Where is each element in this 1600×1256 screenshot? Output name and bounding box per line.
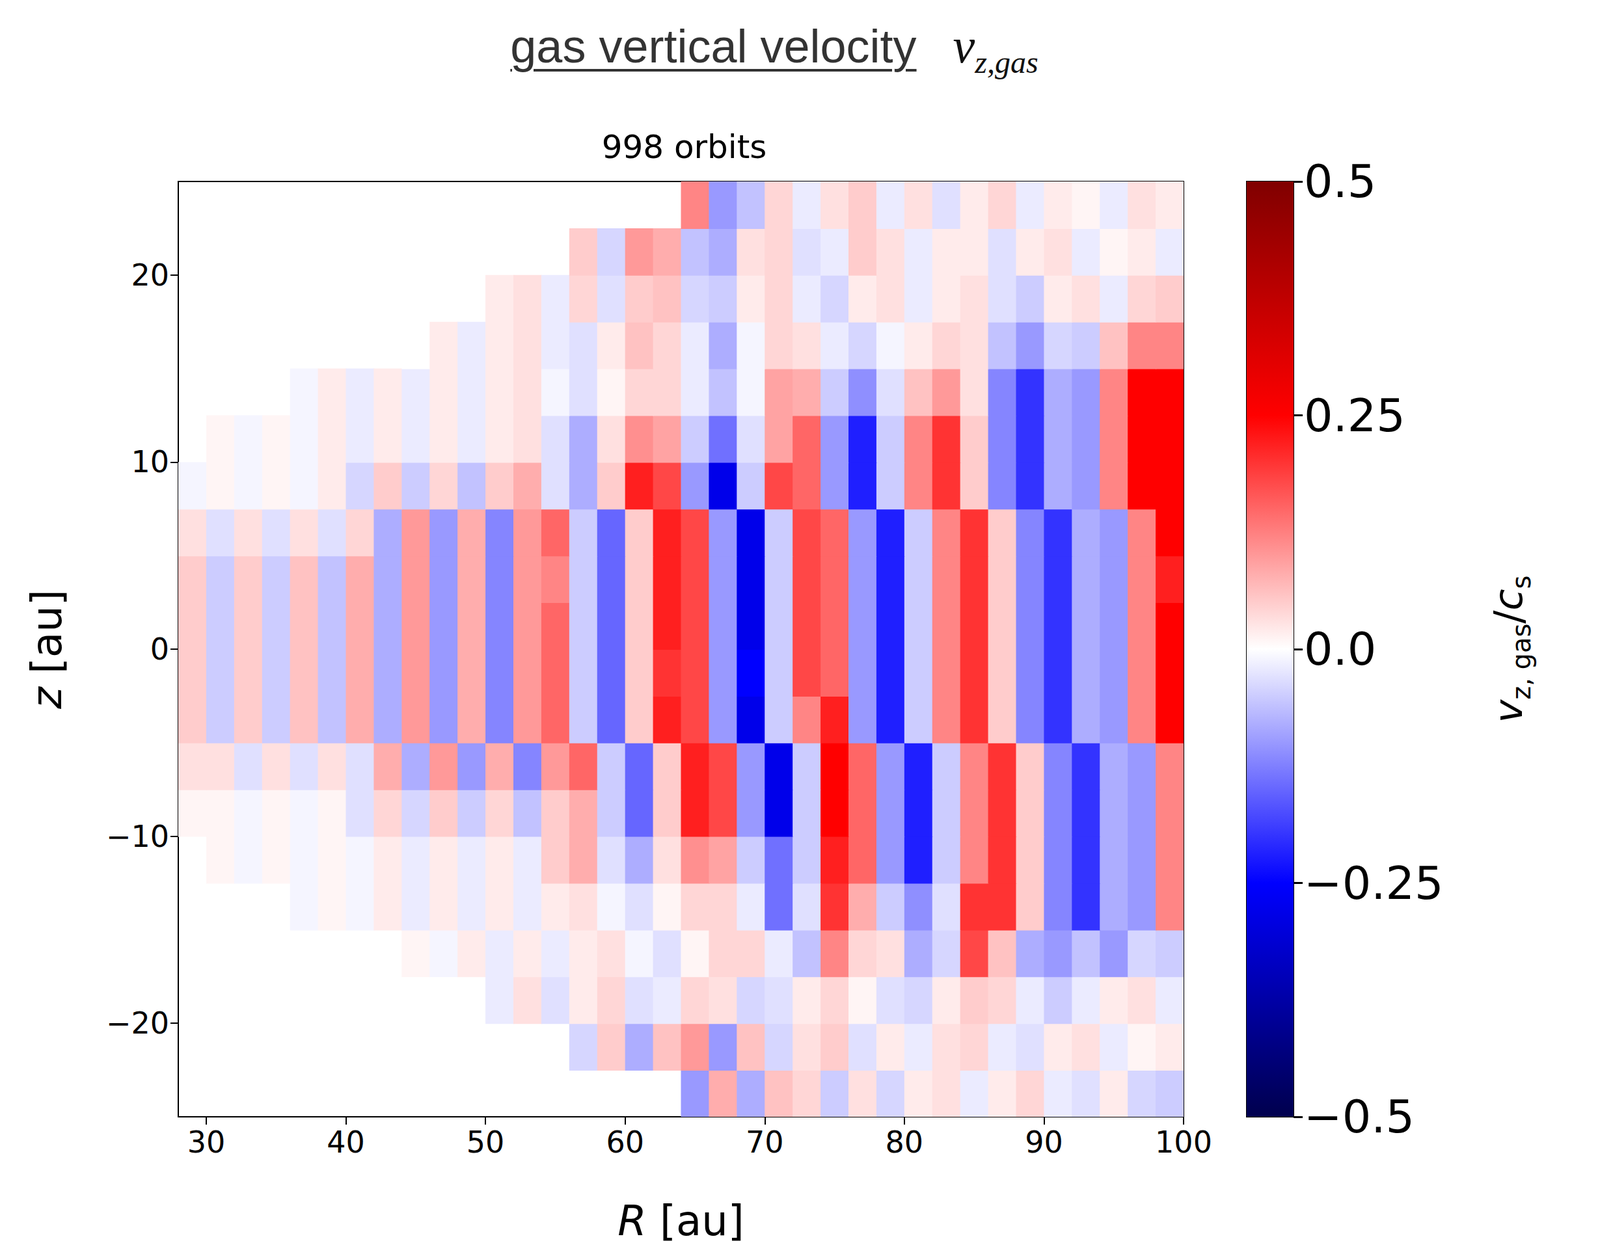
svg-text:0.0: 0.0: [1303, 622, 1377, 677]
svg-text:0.5: 0.5: [1303, 154, 1377, 209]
svg-text:−20: −20: [106, 1005, 170, 1042]
svg-text:100: 100: [1154, 1125, 1213, 1161]
svg-text:−10: −10: [106, 819, 170, 855]
svg-text:0.25: 0.25: [1303, 389, 1406, 443]
svg-text:v: v: [1485, 698, 1532, 723]
svg-text:[au]: [au]: [646, 1197, 745, 1246]
svg-text:R: R: [617, 1197, 647, 1246]
svg-text:90: 90: [1024, 1125, 1064, 1161]
svg-text:80: 80: [885, 1125, 924, 1161]
svg-text:20: 20: [130, 257, 170, 293]
html-text:vz,gas: vz,gas: [952, 18, 1039, 80]
svg-text:−0.25: −0.25: [1303, 856, 1444, 911]
svg-text:s: s: [1506, 575, 1537, 590]
svg-text:40: 40: [326, 1125, 366, 1161]
svg-text:10: 10: [130, 444, 170, 480]
svg-text:0: 0: [150, 631, 170, 667]
svg-text:/: /: [1485, 610, 1532, 624]
svg-text:60: 60: [605, 1125, 645, 1161]
svg-text:998 orbits: 998 orbits: [601, 128, 768, 166]
html-text:gas vertical velocity: gas vertical velocity: [510, 20, 917, 73]
svg-text:50: 50: [466, 1125, 505, 1161]
svg-text:30: 30: [187, 1125, 226, 1161]
svg-text:z: z: [22, 686, 71, 710]
svg-text:z, gas: z, gas: [1506, 623, 1537, 701]
svg-text:−0.5: −0.5: [1303, 1090, 1415, 1144]
svg-text:[au]: [au]: [22, 589, 71, 688]
svg-text:70: 70: [745, 1125, 785, 1161]
svg-text:c: c: [1485, 588, 1532, 611]
